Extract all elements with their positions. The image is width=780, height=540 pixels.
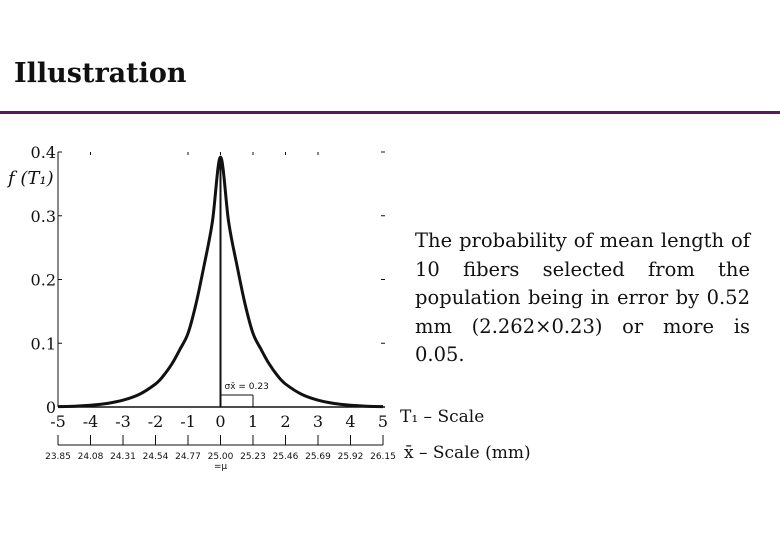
x-tick-label: 0 xyxy=(215,412,225,431)
x-tick-label: 5 xyxy=(378,412,388,431)
x-tick-label: 4 xyxy=(345,412,355,431)
x2-sub-label: =μ xyxy=(214,462,228,472)
y-axis-label: f (T₁) xyxy=(6,168,54,189)
x2-tick-label: 24.54 xyxy=(143,452,169,462)
x-tick-label: -2 xyxy=(148,412,164,431)
x2-tick-label: 26.15 xyxy=(370,452,396,462)
chart-annotations: σx̄ = 0.23 xyxy=(219,159,269,407)
density-curve xyxy=(57,155,384,409)
x2-tick-label: 24.31 xyxy=(110,452,136,462)
x-axis-label: T₁ – Scale xyxy=(400,407,484,427)
y-tick-label: 0.4 xyxy=(31,143,56,162)
chart-axes: f (T₁) T₁ – Scale x̄ – Scale (mm) xyxy=(6,152,531,463)
x2-tick-label: 25.92 xyxy=(338,452,364,462)
y-tick-label: 0.3 xyxy=(31,207,56,226)
x2-tick-label: 25.23 xyxy=(240,452,266,462)
x-tick-label: -4 xyxy=(83,412,99,431)
x2-tick-label: 25.69 xyxy=(305,452,331,462)
y-tick-label: 0.2 xyxy=(31,271,56,290)
description-text: The probability of mean length of 10 fib… xyxy=(415,229,750,366)
x-tick-label: 2 xyxy=(280,412,290,431)
title-divider xyxy=(0,111,780,114)
x-tick-label: -5 xyxy=(50,412,66,431)
x-tick-label: 3 xyxy=(313,412,323,431)
y-tick-label: 0 xyxy=(46,398,56,417)
slide-title: Illustration xyxy=(14,58,187,89)
x-tick-label: 1 xyxy=(248,412,258,431)
chart-ticks: 0 0.1 0.2 0.3 0.4 -5 -4 -3 -2 -1 0 1 2 3 4 5 23.85 24.08 2… xyxy=(31,143,396,472)
x2-axis-label: x̄ – Scale (mm) xyxy=(404,443,531,463)
x2-tick-label: 25.00 xyxy=(208,452,234,462)
x-tick-label: -1 xyxy=(180,412,196,431)
x2-tick-label: 25.46 xyxy=(273,452,299,462)
x2-tick-label: 23.85 xyxy=(45,452,71,462)
y-tick-label: 0.1 xyxy=(31,334,56,353)
x-tick-label: -3 xyxy=(115,412,131,431)
x2-tick-label: 24.77 xyxy=(175,452,201,462)
sigma-label: σx̄ = 0.23 xyxy=(225,382,269,392)
x2-tick-label: 24.08 xyxy=(78,452,104,462)
